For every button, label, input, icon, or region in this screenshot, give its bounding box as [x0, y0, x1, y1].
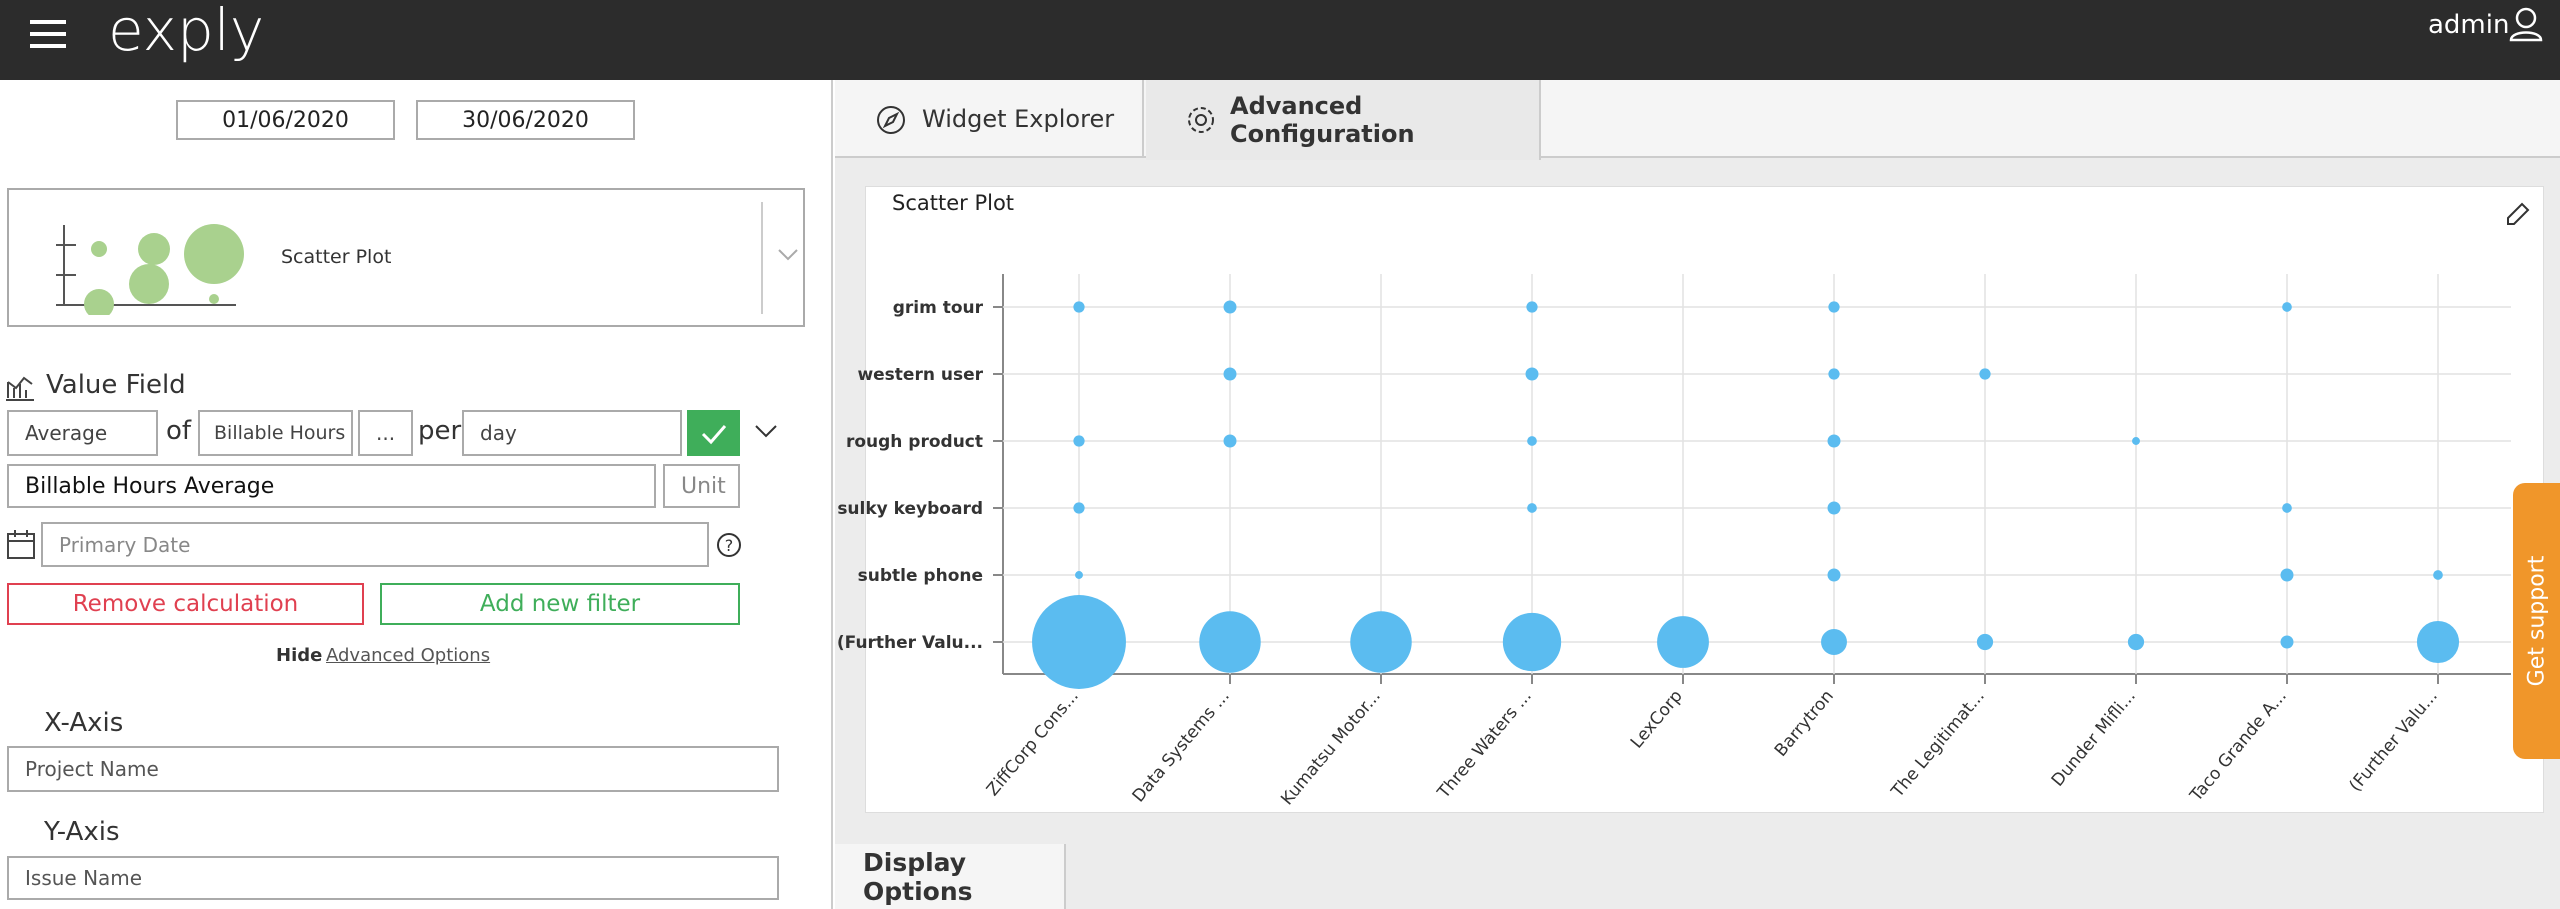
tab[interactable]: Widget Explorer — [835, 80, 1144, 158]
user-name[interactable]: admin — [2428, 10, 2510, 40]
bubble — [1199, 611, 1261, 673]
date-select[interactable]: Primary Date — [41, 522, 709, 567]
add-filter-button[interactable]: Add new filter — [380, 583, 740, 625]
x-tick-label: The Legitimat... — [1887, 686, 1989, 802]
bubble — [1223, 300, 1237, 314]
y-tick-label: subtle phone — [858, 566, 983, 586]
menu-icon[interactable] — [28, 14, 68, 54]
right-panel: Widget Explorer Advanced Configuration D… — [835, 80, 2560, 909]
bubble — [2280, 635, 2294, 649]
bubble — [2433, 570, 2443, 580]
bubble — [1032, 595, 1126, 689]
bubble — [2282, 302, 2292, 312]
expand-chevron[interactable] — [754, 424, 778, 440]
x-tick-label: Three Waters ... — [1433, 686, 1536, 803]
confirm-button[interactable] — [687, 410, 740, 456]
period-select[interactable]: day — [462, 410, 682, 456]
y-tick-label: (Further Valu... — [837, 633, 983, 653]
bubble — [1502, 612, 1562, 672]
x-tick-label: Kumatsu Motor... — [1277, 686, 1385, 809]
gear-icon — [1188, 107, 1214, 133]
name-input[interactable]: Billable Hours Average — [7, 464, 656, 508]
bubble — [1828, 301, 1840, 313]
value-icon — [6, 376, 34, 401]
top-bar: exply admin — [0, 0, 2560, 80]
y-axis-title: Y-Axis — [44, 817, 120, 847]
bubble — [1827, 501, 1841, 515]
bubble — [2127, 633, 2145, 651]
x-axis-select[interactable]: Project Name — [7, 746, 779, 792]
aggregation-select[interactable]: Average — [7, 410, 158, 456]
bubble — [1821, 629, 1847, 655]
bubble — [2132, 437, 2140, 445]
chart-title: Scatter Plot — [892, 191, 1014, 215]
x-tick-label: (Further Valu... — [2346, 686, 2442, 795]
bubble — [1350, 611, 1412, 673]
y-tick-label: sulky keyboard — [837, 499, 983, 519]
bubble — [1827, 434, 1841, 448]
bubble — [1827, 568, 1841, 582]
y-tick-label: rough product — [846, 432, 983, 452]
chevron — [778, 249, 798, 261]
bubble — [1527, 436, 1537, 446]
bubble — [1525, 367, 1539, 381]
unit-input[interactable]: Unit — [663, 464, 740, 508]
start-date[interactable]: 01/06/2020 — [176, 100, 395, 140]
bubble — [1073, 502, 1085, 514]
bubble — [1223, 434, 1237, 448]
bubble — [1979, 368, 1991, 380]
bubble — [1073, 301, 1085, 313]
bubble — [2280, 568, 2294, 582]
x-tick-label: Data Systems ... — [1129, 686, 1234, 806]
more-select[interactable]: ... — [358, 410, 413, 456]
support-label: Get support — [2524, 555, 2549, 687]
y-tick-label: western user — [857, 365, 983, 385]
display-options-tab[interactable]: Display Options — [835, 844, 1066, 909]
end-date[interactable]: 30/06/2020 — [416, 100, 635, 140]
x-axis-title: X-Axis — [44, 708, 124, 738]
help-icon[interactable]: ? — [716, 532, 742, 558]
bubble — [2282, 503, 2292, 513]
user-icon[interactable] — [2508, 6, 2544, 42]
bubble — [1223, 367, 1237, 381]
widget-type-label: Scatter Plot — [281, 246, 392, 268]
of-label: of — [166, 416, 192, 446]
tab-bar — [835, 80, 2560, 158]
bubble — [1657, 616, 1709, 668]
logo[interactable]: exply — [108, 0, 265, 64]
field-select[interactable]: Billable Hours — [198, 410, 353, 456]
calendar-icon — [7, 530, 35, 559]
widget-type-select[interactable]: Scatter Plot — [7, 188, 805, 327]
x-tick-label: LexCorp — [1627, 686, 1687, 752]
x-tick-label: Dunder Mifli... — [2048, 686, 2140, 790]
bubble — [1976, 633, 1994, 651]
svg-text:?: ? — [725, 536, 734, 555]
bubble — [1828, 368, 1840, 380]
bubble — [2416, 620, 2460, 664]
tab-active[interactable]: Advanced Configuration — [1146, 80, 1541, 160]
advanced-link[interactable]: Advanced Options — [326, 645, 491, 666]
remove-button[interactable]: Remove calculation — [7, 583, 364, 625]
y-tick-label: grim tour — [893, 298, 984, 318]
edit-icon[interactable] — [2507, 202, 2530, 225]
y-axis-select[interactable]: Issue Name — [7, 856, 779, 900]
widget-card — [865, 186, 2544, 813]
divider — [761, 202, 763, 314]
x-tick-label: Taco Grande A... — [2186, 686, 2291, 806]
bubble — [1073, 435, 1085, 447]
hide-link[interactable]: Hide — [276, 645, 323, 666]
bubble — [1526, 301, 1538, 313]
left-panel: 01/06/2020 30/06/2020 Scatter Plot Value… — [0, 80, 833, 909]
bubble — [1527, 503, 1537, 513]
bubble — [1075, 571, 1083, 579]
section-title: Value Field — [46, 370, 186, 400]
compass-icon — [877, 106, 905, 134]
per-label: per — [418, 416, 462, 446]
thumbnail — [56, 224, 244, 315]
x-tick-label: ZiffCorp Cons... — [983, 686, 1083, 800]
x-tick-label: Barrytron — [1771, 686, 1838, 760]
support-tab[interactable]: Get support — [2513, 483, 2560, 759]
